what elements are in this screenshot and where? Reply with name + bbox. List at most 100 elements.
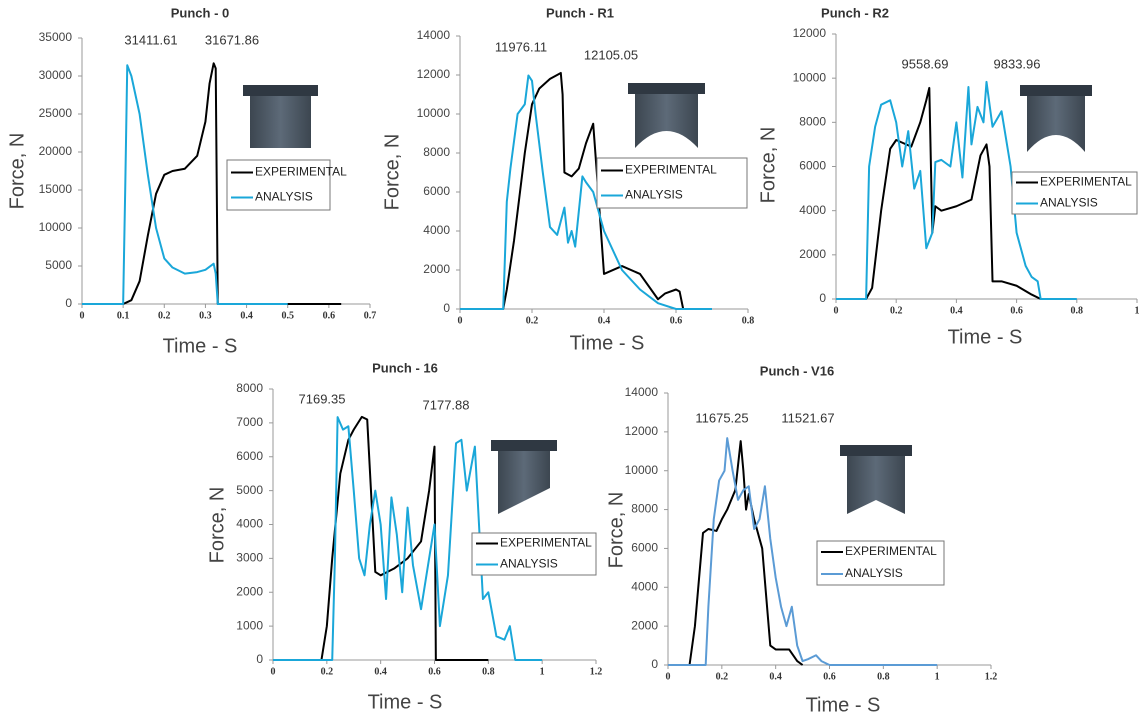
- y-tick-label: 35000: [39, 30, 73, 44]
- x-tick-label: 1: [540, 666, 545, 677]
- annotation: 12105.05: [584, 47, 638, 62]
- y-tick-label: 4000: [423, 223, 450, 237]
- x-tick-label: 0.2: [716, 671, 729, 682]
- series-line: [273, 416, 543, 661]
- chart-title: Punch - R1: [546, 5, 614, 20]
- x-axis-label: Time - S: [948, 326, 1023, 348]
- punch-cap: [1020, 85, 1092, 96]
- y-axis-label: Force, N: [206, 487, 228, 564]
- chart-title: Punch - 0: [171, 5, 230, 20]
- x-tick-label: 0.4: [374, 666, 387, 677]
- x-tick-label: 0.4: [950, 305, 963, 316]
- x-tick-label: 0.1: [117, 310, 130, 321]
- y-tick-label: 12000: [793, 26, 827, 40]
- annotation: 11675.25: [695, 410, 748, 425]
- x-tick-label: 0.7: [364, 310, 377, 321]
- legend-label: EXPERIMENTAL: [1040, 175, 1132, 189]
- x-tick-label: 0.8: [742, 315, 755, 326]
- x-tick-label: 0.4: [240, 310, 253, 321]
- y-tick-label: 10000: [39, 220, 73, 234]
- y-tick-label: 14000: [625, 385, 659, 399]
- x-tick-label: 0.6: [428, 666, 441, 677]
- legend-label: EXPERIMENTAL: [845, 544, 937, 558]
- y-axis-label: Force, N: [381, 134, 403, 211]
- y-tick-label: 8000: [236, 381, 263, 395]
- legend: EXPERIMENTAL ANALYSIS: [596, 157, 748, 209]
- y-tick-label: 0: [819, 291, 826, 305]
- legend: EXPERIMENTAL ANALYSIS: [471, 532, 597, 576]
- punch-body: [635, 94, 698, 148]
- y-tick-label: 5000: [236, 483, 263, 497]
- y-tick-label: 6000: [631, 541, 658, 555]
- annotation: 11976.11: [495, 39, 547, 54]
- y-tick-label: 10000: [793, 70, 827, 84]
- x-tick-label: 1.2: [590, 666, 603, 677]
- x-tick-label: 0.5: [281, 310, 294, 321]
- annotation: 7177.88: [423, 397, 470, 412]
- y-tick-label: 8000: [423, 145, 450, 159]
- punch-body: [847, 456, 905, 514]
- x-tick-label: 1: [935, 671, 940, 682]
- x-axis-label: Time - S: [806, 694, 881, 716]
- x-tick-label: 0.6: [1010, 305, 1023, 316]
- y-tick-label: 6000: [799, 159, 826, 173]
- punch-body: [250, 96, 311, 148]
- x-tick-label: 0.6: [670, 315, 683, 326]
- x-tick-label: 0.3: [199, 310, 212, 321]
- y-axis-label: Force, N: [605, 492, 627, 569]
- y-tick-label: 25000: [39, 106, 73, 120]
- x-tick-label: 0.4: [598, 315, 611, 326]
- y-axis-label: Force, N: [6, 133, 28, 210]
- punch-cap: [491, 440, 557, 451]
- y-tick-label: 12000: [625, 424, 659, 438]
- annotation: 9833.96: [994, 56, 1041, 71]
- y-tick-label: 12000: [417, 67, 451, 81]
- legend-box: [226, 159, 331, 211]
- legend: EXPERIMENTAL ANALYSIS: [1011, 171, 1138, 215]
- punch-icon: [1020, 85, 1092, 152]
- y-tick-label: 8000: [631, 502, 658, 516]
- series-line: [836, 86, 1042, 300]
- chart-title: Punch - V16: [760, 363, 834, 378]
- legend-box: [596, 157, 748, 209]
- annotation: 31411.61: [124, 32, 177, 47]
- y-tick-label: 1000: [236, 618, 263, 632]
- punch-icon: [628, 83, 705, 148]
- y-tick-label: 0: [256, 652, 263, 666]
- annotation: 7169.35: [299, 391, 346, 406]
- y-tick-label: 5000: [45, 258, 72, 272]
- y-tick-label: 0: [65, 296, 72, 310]
- y-tick-label: 20000: [39, 144, 73, 158]
- legend-label: ANALYSIS: [625, 188, 683, 202]
- y-tick-label: 4000: [799, 203, 826, 217]
- legend: EXPERIMENTAL ANALYSIS: [816, 540, 945, 586]
- y-tick-label: 14000: [417, 28, 451, 42]
- x-axis-label: Time - S: [163, 335, 238, 357]
- x-tick-label: 0.8: [877, 671, 890, 682]
- x-tick-label: 1.2: [985, 671, 998, 682]
- legend-label: EXPERIMENTAL: [255, 165, 347, 179]
- series-line: [668, 440, 804, 666]
- x-tick-label: 0.4: [769, 671, 782, 682]
- x-tick-label: 0: [80, 310, 85, 321]
- punch-cap: [243, 85, 318, 96]
- y-tick-label: 6000: [236, 449, 263, 463]
- y-tick-label: 15000: [39, 182, 73, 196]
- punch-body: [1027, 96, 1085, 152]
- series-line: [836, 80, 1077, 300]
- y-tick-label: 2000: [799, 247, 826, 261]
- y-tick-label: 7000: [236, 415, 263, 429]
- y-tick-label: 0: [651, 657, 658, 671]
- y-tick-label: 30000: [39, 68, 73, 82]
- annotation: 11521.67: [781, 410, 834, 425]
- x-tick-label: 0: [834, 305, 839, 316]
- y-tick-label: 4000: [631, 579, 658, 593]
- legend-label: EXPERIMENTAL: [625, 163, 717, 177]
- x-tick-label: 0: [458, 315, 463, 326]
- legend: EXPERIMENTAL ANALYSIS: [226, 159, 347, 211]
- y-tick-label: 4000: [236, 517, 263, 531]
- punch-cap: [840, 445, 912, 456]
- x-tick-label: 0.8: [482, 666, 495, 677]
- y-tick-label: 10000: [417, 106, 451, 120]
